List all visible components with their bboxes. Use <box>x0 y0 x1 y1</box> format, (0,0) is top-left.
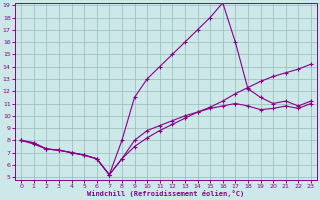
X-axis label: Windchill (Refroidissement éolien,°C): Windchill (Refroidissement éolien,°C) <box>87 190 245 197</box>
